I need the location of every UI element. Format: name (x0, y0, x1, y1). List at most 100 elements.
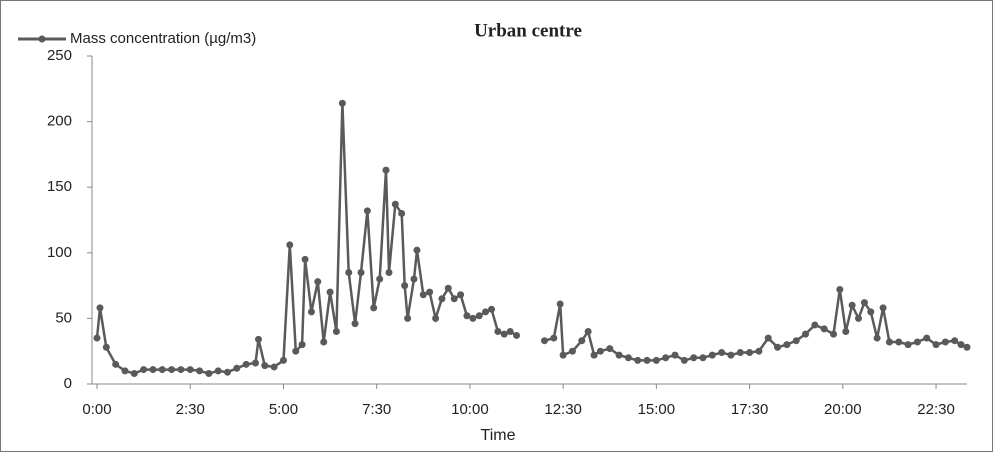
x-tick-label: 20:00 (824, 401, 862, 418)
point (326, 288, 334, 296)
point (413, 246, 421, 254)
point (224, 368, 232, 376)
point (513, 331, 521, 339)
point (168, 366, 176, 374)
point (699, 354, 707, 362)
point (382, 166, 390, 174)
x-tick-label: 12:30 (544, 401, 582, 418)
point (469, 314, 477, 322)
point (764, 334, 772, 342)
x-tick-label: 7:30 (362, 401, 391, 418)
point (848, 301, 856, 309)
point (426, 288, 434, 296)
point (727, 351, 735, 359)
point (438, 295, 446, 303)
point (774, 343, 782, 351)
y-tick-label: 250 (47, 47, 72, 64)
point (568, 347, 576, 355)
point (270, 363, 278, 371)
point (376, 275, 384, 283)
point (112, 360, 120, 368)
point (251, 359, 259, 367)
x-tick-label: 5:00 (269, 401, 298, 418)
point (158, 366, 166, 374)
legend-marker (38, 35, 46, 43)
point (550, 334, 558, 342)
point (292, 347, 300, 355)
y-tick-label: 100 (47, 244, 72, 261)
point (860, 299, 868, 307)
point (338, 99, 346, 107)
point (404, 314, 412, 322)
point (690, 354, 698, 362)
point (410, 275, 418, 283)
point (401, 282, 409, 290)
point (205, 370, 213, 378)
point (432, 314, 440, 322)
point (885, 338, 893, 346)
point (233, 364, 241, 372)
point (879, 304, 887, 312)
point (662, 354, 670, 362)
point (450, 295, 458, 303)
point (463, 312, 471, 320)
point (140, 366, 148, 374)
point (718, 349, 726, 357)
point (873, 334, 881, 342)
point (643, 356, 651, 364)
point (370, 304, 378, 312)
point (494, 328, 502, 336)
point (811, 321, 819, 329)
point (351, 320, 359, 328)
point (578, 337, 586, 345)
point (590, 351, 598, 359)
point (444, 284, 452, 292)
chart-title: Urban centre (474, 20, 582, 41)
point (584, 328, 592, 336)
point (932, 341, 940, 349)
point (254, 335, 262, 343)
x-tick-label: 17:30 (731, 401, 769, 418)
point (475, 312, 483, 320)
point (242, 360, 250, 368)
point (357, 268, 365, 276)
point (261, 362, 269, 370)
point (314, 278, 322, 286)
point (196, 367, 204, 375)
point (951, 337, 959, 345)
point (746, 349, 754, 357)
point (829, 330, 837, 338)
point (500, 330, 508, 338)
point (559, 351, 567, 359)
point (307, 308, 315, 316)
y-tick-label: 50 (55, 309, 72, 326)
point (634, 356, 642, 364)
point (792, 337, 800, 345)
point (149, 366, 157, 374)
point (457, 291, 465, 299)
point (904, 341, 912, 349)
point (783, 341, 791, 349)
point (957, 341, 965, 349)
point (186, 366, 194, 374)
point (842, 328, 850, 336)
point (96, 304, 104, 312)
point (363, 207, 371, 215)
point (320, 338, 328, 346)
point (279, 356, 287, 364)
x-tick-label: 2:30 (176, 401, 205, 418)
point (214, 367, 222, 375)
point (923, 334, 931, 342)
point (615, 351, 623, 359)
point (736, 349, 744, 357)
x-tick-label: 15:00 (638, 401, 676, 418)
point (913, 338, 921, 346)
point (606, 345, 614, 353)
point (867, 308, 875, 316)
point (854, 314, 862, 322)
point (755, 347, 763, 355)
point (93, 334, 101, 342)
